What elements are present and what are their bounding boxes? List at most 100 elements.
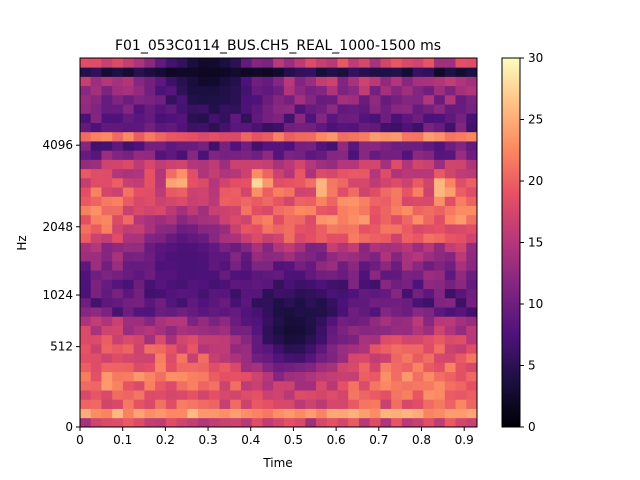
heatmap-cell	[122, 131, 135, 142]
heatmap-cell	[423, 177, 435, 188]
heatmap-cell	[369, 399, 381, 409]
heatmap-cell	[326, 131, 338, 142]
heatmap-cell	[165, 316, 177, 326]
heatmap-cell	[434, 85, 446, 96]
heatmap-cell	[155, 362, 167, 373]
heatmap-cell	[112, 214, 124, 225]
heatmap-cell	[348, 67, 360, 77]
heatmap-cell	[316, 196, 328, 207]
heatmap-cell	[401, 141, 414, 151]
heatmap-cell	[423, 279, 435, 290]
heatmap-cell	[198, 390, 210, 400]
heatmap-cell	[348, 224, 360, 234]
heatmap-cell	[219, 242, 231, 253]
heatmap-cell	[219, 343, 231, 354]
heatmap-cell	[434, 334, 446, 345]
heatmap-cell	[294, 307, 306, 317]
heatmap-cell	[112, 177, 124, 188]
heatmap-cell	[90, 316, 102, 326]
heatmap-cell	[423, 297, 435, 308]
heatmap-cell	[444, 297, 456, 308]
heatmap-cell	[133, 205, 145, 216]
heatmap-cell	[155, 233, 167, 243]
heatmap-cell	[165, 58, 177, 68]
heatmap-cell	[133, 113, 145, 123]
heatmap-cell	[283, 85, 295, 96]
heatmap-cell	[369, 242, 381, 253]
y-tick-label: 2048	[42, 220, 73, 234]
heatmap-cell	[423, 380, 435, 391]
heatmap-cell	[219, 279, 231, 290]
heatmap-cell	[326, 67, 338, 77]
heatmap-cell	[112, 76, 124, 87]
heatmap-cell	[294, 67, 306, 77]
heatmap-cell	[112, 270, 124, 280]
heatmap-cell	[391, 362, 403, 373]
heatmap-cell	[176, 353, 188, 363]
heatmap-cell	[144, 205, 156, 216]
heatmap-cell	[434, 399, 446, 409]
heatmap-cell	[187, 270, 199, 280]
heatmap-cell	[326, 76, 338, 87]
heatmap-cell	[391, 150, 403, 160]
heatmap-cell	[133, 94, 145, 105]
heatmap-cell	[240, 85, 253, 96]
heatmap-cell	[198, 251, 210, 262]
heatmap-cell	[155, 408, 167, 419]
heatmap-cell	[401, 380, 414, 391]
x-tick-label: 0.5	[284, 433, 303, 447]
heatmap-cell	[283, 113, 295, 123]
heatmap-cell	[294, 159, 306, 170]
heatmap-cell	[240, 399, 253, 409]
colorbar-tick-label: 25	[528, 113, 543, 127]
heatmap-cell	[401, 113, 414, 123]
heatmap-cell	[122, 214, 135, 225]
heatmap-cell	[155, 94, 167, 105]
heatmap-cell	[262, 94, 274, 105]
heatmap-cell	[444, 251, 456, 262]
heatmap-cell	[165, 380, 177, 391]
heatmap-cell	[80, 122, 92, 133]
heatmap-cell	[466, 408, 478, 419]
heatmap-cell	[391, 168, 403, 179]
heatmap-cell	[101, 260, 113, 271]
heatmap-cell	[444, 279, 456, 290]
heatmap-cell	[358, 408, 371, 419]
heatmap-cell	[144, 214, 156, 225]
heatmap-cell	[348, 380, 360, 391]
heatmap-cell	[251, 233, 263, 243]
heatmap-cell	[112, 334, 124, 345]
heatmap-cell	[316, 270, 328, 280]
heatmap-cell	[401, 316, 414, 326]
heatmap-cell	[380, 224, 392, 234]
heatmap-cell	[101, 362, 113, 373]
heatmap-cell	[412, 94, 424, 105]
heatmap-cell	[176, 196, 188, 207]
heatmap-cell	[401, 279, 414, 290]
heatmap-cell	[208, 131, 220, 142]
heatmap-cell	[348, 343, 360, 354]
heatmap-cell	[262, 58, 274, 68]
heatmap-cell	[133, 233, 145, 243]
heatmap-cell	[391, 288, 403, 299]
heatmap-cell	[369, 122, 381, 133]
heatmap-cell	[444, 353, 456, 363]
heatmap-cell	[348, 307, 360, 317]
heatmap-cell	[326, 113, 338, 123]
heatmap-cell	[434, 214, 446, 225]
heatmap-cell	[316, 390, 328, 400]
heatmap-cell	[122, 307, 135, 317]
heatmap-cell	[412, 122, 424, 133]
heatmap-cell	[240, 307, 253, 317]
heatmap-cell	[112, 353, 124, 363]
heatmap-cell	[358, 260, 371, 271]
heatmap-cell	[305, 131, 317, 142]
heatmap-cell	[122, 85, 135, 96]
heatmap-cell	[198, 177, 210, 188]
heatmap-cell	[348, 104, 360, 114]
heatmap-cell	[251, 371, 263, 382]
heatmap-cell	[230, 260, 242, 271]
heatmap-cell	[155, 141, 167, 151]
heatmap-cell	[316, 417, 328, 428]
heatmap-cell	[294, 408, 306, 419]
